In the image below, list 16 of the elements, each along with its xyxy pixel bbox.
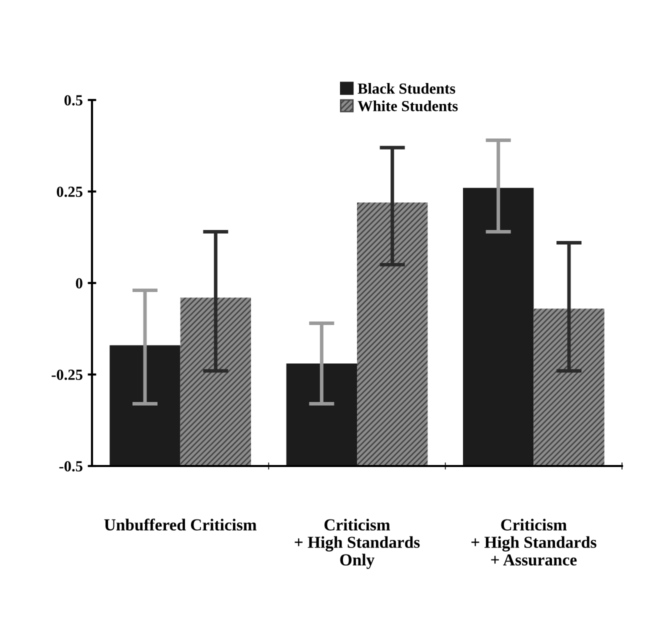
y-tick-label: 0.25 <box>56 186 82 198</box>
bar <box>110 345 180 466</box>
y-tick-label: -0.5 <box>59 461 82 472</box>
y-tick-label: 0.5 <box>64 95 82 106</box>
bar <box>357 202 428 466</box>
legend-label: White Students <box>358 100 458 112</box>
bar <box>180 298 251 466</box>
x-tick-label: Unbuffered Criticism <box>104 518 257 531</box>
legend-label: Black Students <box>358 83 456 94</box>
bar <box>534 308 604 466</box>
y-tick-label: 0 <box>76 278 82 288</box>
y-tick-label: -0.25 <box>52 370 82 380</box>
x-tick-label: Criticism + High Standards + Assurance <box>471 518 596 566</box>
x-tick-label: Criticism + High Standards Only <box>294 518 420 569</box>
bar <box>463 188 534 466</box>
bar <box>286 364 357 466</box>
